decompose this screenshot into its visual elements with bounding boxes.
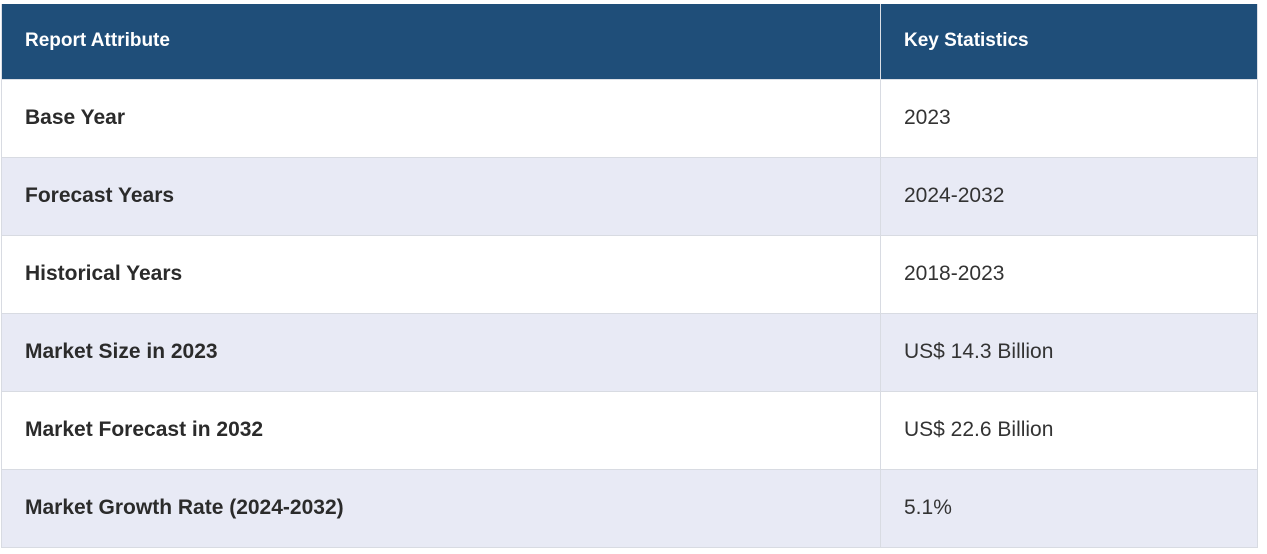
table-header-row: Report Attribute Key Statistics bbox=[1, 4, 1258, 80]
table-row: Market Size in 2023 US$ 14.3 Billion bbox=[1, 312, 1258, 392]
row-attribute: Base Year bbox=[1, 78, 881, 158]
row-attribute: Market Forecast in 2032 bbox=[1, 390, 881, 470]
report-statistics-table: Report Attribute Key Statistics Base Yea… bbox=[1, 4, 1258, 548]
row-value: 2024-2032 bbox=[880, 156, 1258, 236]
row-attribute: Market Growth Rate (2024-2032) bbox=[1, 468, 881, 548]
header-key-statistics: Key Statistics bbox=[880, 4, 1258, 80]
report-statistics-table-container: Report Attribute Key Statistics Base Yea… bbox=[1, 4, 1258, 548]
row-value: 2023 bbox=[880, 78, 1258, 158]
row-value: 5.1% bbox=[880, 468, 1258, 548]
table-row: Market Forecast in 2032 US$ 22.6 Billion bbox=[1, 390, 1258, 470]
table-row: Historical Years 2018-2023 bbox=[1, 234, 1258, 314]
header-report-attribute: Report Attribute bbox=[1, 4, 881, 80]
row-value: US$ 22.6 Billion bbox=[880, 390, 1258, 470]
table-body: Base Year 2023 Forecast Years 2024-2032 … bbox=[1, 78, 1258, 548]
table-header: Report Attribute Key Statistics bbox=[1, 4, 1258, 80]
row-attribute: Historical Years bbox=[1, 234, 881, 314]
row-value: 2018-2023 bbox=[880, 234, 1258, 314]
row-attribute: Forecast Years bbox=[1, 156, 881, 236]
row-attribute: Market Size in 2023 bbox=[1, 312, 881, 392]
row-value: US$ 14.3 Billion bbox=[880, 312, 1258, 392]
table-row: Base Year 2023 bbox=[1, 78, 1258, 158]
table-row: Market Growth Rate (2024-2032) 5.1% bbox=[1, 468, 1258, 548]
table-row: Forecast Years 2024-2032 bbox=[1, 156, 1258, 236]
